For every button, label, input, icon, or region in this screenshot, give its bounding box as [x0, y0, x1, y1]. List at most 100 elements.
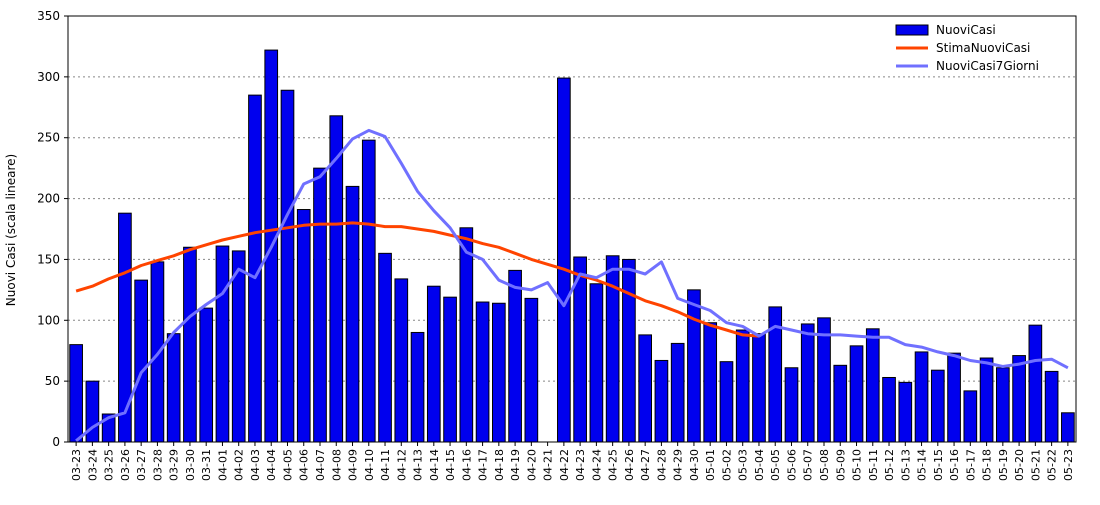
x-tick-label: 04-02	[233, 449, 246, 481]
x-tick-label: 05-04	[753, 449, 766, 481]
x-tick-label: 05-16	[948, 449, 961, 481]
legend-label-NuoviCasi7Giorni: NuoviCasi7Giorni	[936, 59, 1039, 73]
bar-04-02	[231, 250, 246, 443]
x-tick-label: 04-30	[688, 449, 701, 481]
x-tick-label: 04-21	[542, 449, 555, 481]
x-tick-label: 04-04	[265, 449, 278, 481]
bar-03-23	[69, 344, 83, 443]
legend: NuoviCasi StimaNuoviCasi NuoviCasi7Giorni	[895, 23, 1039, 73]
series-line-StimaNuoviCasi	[75, 221, 760, 338]
x-tick-label: 04-09	[347, 449, 360, 481]
bar-05-18	[979, 357, 994, 443]
legend-label-NuoviCasi: NuoviCasi	[936, 23, 996, 37]
bar-05-06	[784, 367, 799, 443]
bars	[69, 49, 1075, 443]
x-tick-label: 04-16	[460, 449, 473, 481]
y-tick-label: 200	[37, 192, 60, 206]
x-tick-label: 05-18	[981, 449, 994, 481]
x-tick-label: 05-19	[997, 449, 1010, 481]
y-tick-label: 300	[37, 70, 60, 84]
x-tick-label: 04-20	[525, 449, 538, 481]
bar-05-17	[963, 390, 978, 443]
x-tick-label: 04-19	[509, 449, 522, 481]
x-tick-label: 04-25	[607, 449, 620, 481]
x-tick-label: 05-08	[818, 449, 831, 481]
x-tick-label: 05-06	[785, 449, 798, 481]
x-tick-label: 05-11	[867, 449, 880, 481]
y-tick-label: 250	[37, 131, 60, 145]
bar-05-09	[833, 364, 848, 443]
x-tick-label: 05-17	[964, 449, 977, 481]
bar-04-09	[345, 185, 360, 443]
x-tick-label: 03-28	[151, 449, 164, 481]
bar-04-13	[410, 331, 425, 443]
x-tick-label: 04-01	[216, 449, 229, 481]
x-tick-label: 05-01	[704, 449, 717, 481]
bar-05-19	[995, 367, 1010, 443]
bar-04-05	[280, 89, 295, 443]
bar-04-19	[508, 269, 522, 443]
bar-05-04	[752, 333, 766, 443]
x-tick-label: 05-15	[932, 449, 945, 481]
bar-04-22	[557, 77, 571, 443]
bar-04-14	[426, 285, 441, 443]
bar-04-16	[459, 227, 474, 443]
bar-04-20	[524, 297, 539, 443]
x-tick-label: 04-08	[330, 449, 343, 481]
x-tick-label: 03-26	[119, 449, 132, 481]
x-tick-label: 05-09	[834, 449, 847, 481]
x-tick-label: 04-15	[444, 449, 457, 481]
x-tick-label: 04-23	[574, 449, 587, 481]
y-axis: 0 50 100 150 200 250 300 350	[37, 9, 68, 449]
x-tick-label: 03-30	[184, 449, 197, 481]
x-tick-label: 04-24	[590, 449, 603, 481]
x-tick-label: 05-07	[802, 449, 815, 481]
y-tick-label: 50	[45, 374, 60, 388]
bar-04-11	[378, 252, 392, 443]
bar-04-26	[622, 258, 636, 443]
x-tick-label: 04-28	[655, 449, 668, 481]
bar-03-31	[199, 307, 214, 443]
x-tick-label: 03-25	[103, 449, 116, 481]
x-tick-label: 03-24	[86, 449, 99, 481]
x-tick-label: 05-10	[851, 449, 864, 481]
x-tick-label: 05-21	[1029, 449, 1042, 481]
grid	[68, 76, 1076, 382]
x-tick-label: 05-03	[737, 449, 750, 481]
bar-04-15	[443, 296, 457, 443]
bar-04-24	[589, 283, 604, 443]
bar-05-21	[1028, 324, 1043, 443]
x-tick-label: 04-03	[249, 449, 262, 481]
bar-04-06	[296, 209, 311, 443]
x-tick-label: 05-05	[769, 449, 782, 481]
x-tick-label: 03-29	[168, 449, 181, 481]
plot-frame	[67, 15, 1077, 443]
bar-04-30	[687, 289, 701, 443]
y-axis-label: Nuovi Casi (scala lineare)	[4, 154, 18, 306]
x-tick-label: 04-06	[298, 449, 311, 481]
bar-05-13	[898, 381, 913, 443]
y-tick-label: 350	[37, 9, 60, 23]
legend-swatch-NuoviCasi	[895, 24, 929, 36]
x-tick-label: 03-23	[70, 449, 83, 481]
x-tick-label: 04-11	[379, 449, 392, 481]
x-tick-label: 04-05	[281, 449, 294, 481]
x-tick-label: 04-17	[477, 449, 490, 481]
bar-04-18	[491, 302, 506, 443]
bar-05-08	[817, 317, 831, 443]
x-tick-label: 04-12	[395, 449, 408, 481]
x-tick-label: 04-14	[428, 449, 441, 481]
bar-04-29	[670, 342, 685, 443]
x-tick-label: 05-13	[899, 449, 912, 481]
series-line-NuoviCasi7Giorni	[75, 128, 1069, 442]
bar-05-22	[1044, 370, 1059, 443]
bar-05-12	[882, 376, 896, 443]
lines	[75, 128, 1069, 442]
x-tick-label: 04-10	[363, 449, 376, 481]
x-tick-label: 03-27	[135, 449, 148, 481]
bar-03-27	[134, 279, 149, 443]
bar-05-07	[800, 323, 815, 443]
x-tick-label: 04-22	[558, 449, 571, 481]
bar-04-28	[654, 359, 669, 443]
